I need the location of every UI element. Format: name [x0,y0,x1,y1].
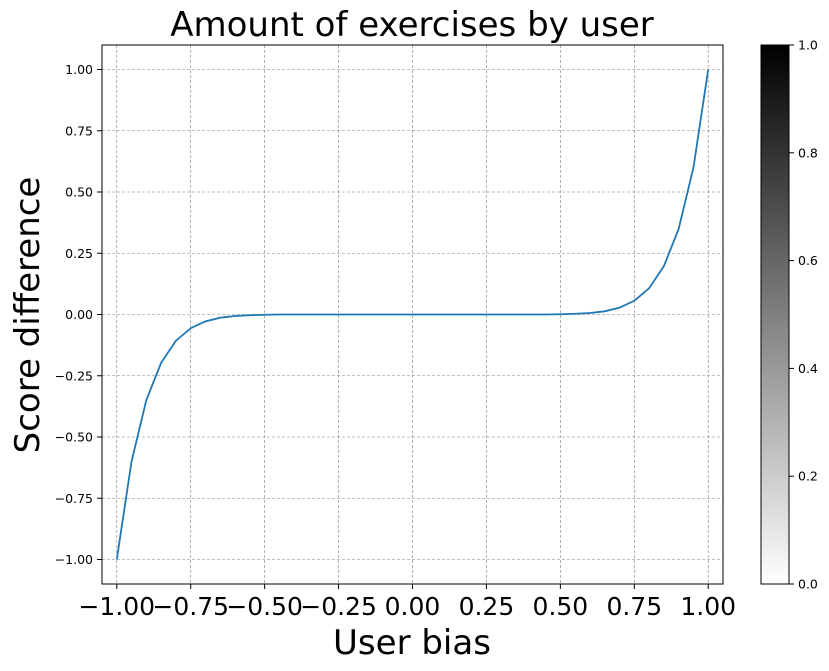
x-tick-label: 0.50 [533,592,589,621]
colorbar-tick-label: 0.0 [798,577,818,592]
x-tick-label: 0.75 [606,592,662,621]
y-tick-label: 0.75 [65,123,93,138]
series-line [115,69,710,560]
y-tick-label: 0.25 [65,246,93,261]
x-tick-label: 0.25 [459,592,515,621]
y-tick-label: 0.00 [65,307,93,322]
x-tick-label: −0.50 [226,592,303,621]
colorbar-tick-label: 0.4 [798,361,818,376]
y-tick-label: 1.00 [65,62,93,77]
x-tick-label: −0.75 [152,592,229,621]
y-axis: −1.00 −0.75 −0.50 −0.25 0.00 0.25 0.50 0.75 1.00 [55,62,102,567]
colorbar-tick-label: 0.6 [798,253,818,268]
x-axis: −1.00−0.75−0.50−0.25 0.00 0.25 0.50 0.75 1.00 [78,584,736,621]
colorbar-axis: 0.0 0.2 0.4 0.6 0.8 1.0 [789,38,818,592]
grid [102,45,723,584]
y-tick-label: 0.50 [65,185,93,200]
y-tick-label: −0.25 [55,368,93,383]
y-tick-label: −1.00 [55,552,93,567]
colorbar-tick-label: 0.8 [798,145,818,160]
x-axis-label: User bias [333,623,491,663]
x-tick-label: 0.00 [385,592,441,621]
x-tick-label: −0.25 [300,592,377,621]
colorbar-tick-label: 0.2 [798,469,818,484]
colorbar [760,44,790,585]
chart-title: Amount of exercises by user [170,5,654,45]
x-tick-label: −1.00 [78,592,155,621]
colorbar-tick-label: 1.0 [798,38,818,53]
x-tick-label: 1.00 [680,592,736,621]
y-tick-label: −0.50 [55,430,93,445]
y-axis-label: Score difference [8,177,48,454]
y-tick-label: −0.75 [55,491,93,506]
